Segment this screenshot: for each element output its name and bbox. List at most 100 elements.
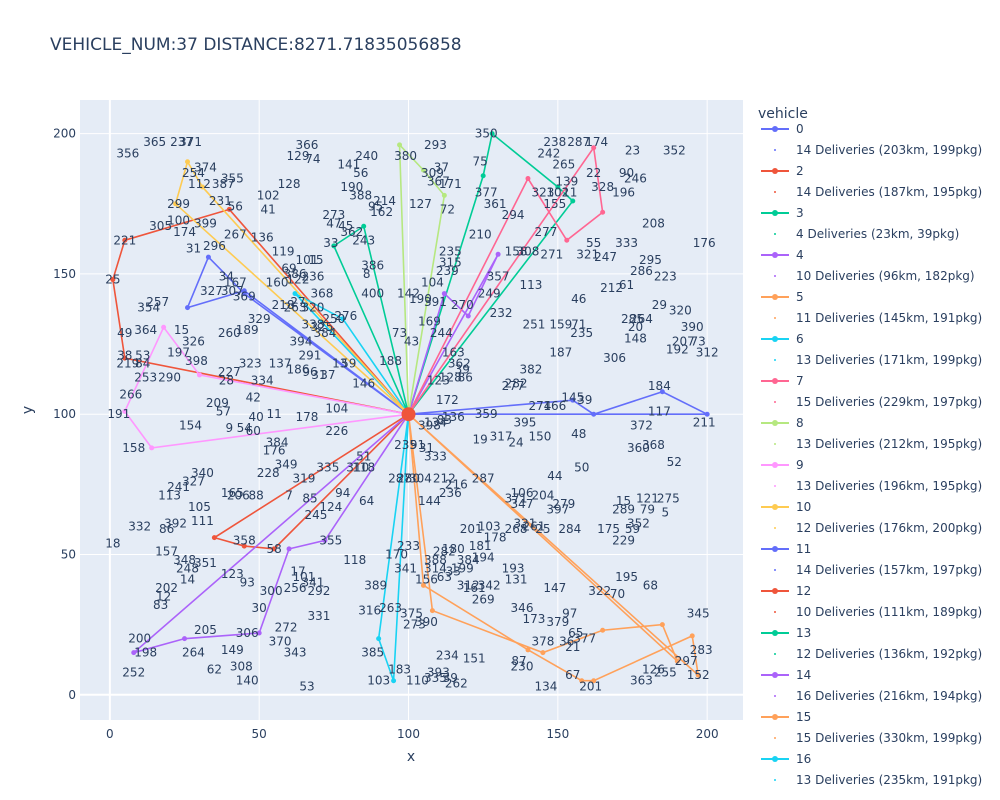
legend-entry-vehicle[interactable]: 13: [796, 626, 811, 640]
legend-entry-description[interactable]: 14 Deliveries (157km, 197pkg): [796, 563, 982, 577]
legend-entry-vehicle[interactable]: 16: [796, 752, 811, 766]
depot-marker[interactable]: [401, 407, 416, 422]
route-point[interactable]: [689, 633, 695, 639]
route-point[interactable]: [340, 316, 346, 322]
route-point[interactable]: [695, 672, 701, 678]
route-point[interactable]: [185, 159, 191, 165]
route-point[interactable]: [495, 251, 501, 257]
route-point[interactable]: [110, 277, 116, 283]
route-line-vehicle-0[interactable]: [186, 255, 409, 415]
legend-entry-vehicle[interactable]: 10: [796, 500, 811, 514]
route-point[interactable]: [173, 201, 179, 207]
legend-entry-vehicle[interactable]: 6: [796, 332, 804, 346]
route-point[interactable]: [182, 636, 188, 642]
route-point[interactable]: [525, 647, 531, 653]
route-point[interactable]: [465, 313, 471, 319]
route-point[interactable]: [292, 291, 298, 297]
route-point[interactable]: [199, 184, 205, 190]
route-point[interactable]: [397, 142, 403, 148]
route-point[interactable]: [674, 658, 680, 664]
route-point[interactable]: [570, 397, 576, 403]
legend-entry-description[interactable]: 12 Deliveries (136km, 192pkg): [796, 647, 982, 661]
route-point[interactable]: [570, 198, 576, 204]
legend-entry-vehicle[interactable]: 5: [796, 290, 804, 304]
legend-entry-description[interactable]: 13 Deliveries (196km, 195pkg): [796, 479, 982, 493]
legend-entry-vehicle[interactable]: 7: [796, 374, 804, 388]
legend-entry-description[interactable]: 12 Deliveries (176km, 200pkg): [796, 521, 982, 535]
route-point[interactable]: [241, 543, 247, 549]
legend-entry-vehicle[interactable]: 3: [796, 206, 804, 220]
legend-entry-vehicle[interactable]: 15: [796, 710, 811, 724]
route-point[interactable]: [205, 254, 211, 260]
legend-entry-description[interactable]: 15 Deliveries (330km, 199pkg): [796, 731, 982, 745]
route-line-vehicle-9[interactable]: [123, 325, 409, 449]
legend-entry-description[interactable]: 15 Deliveries (229km, 197pkg): [796, 395, 982, 409]
route-point[interactable]: [441, 291, 447, 297]
legend-entry-vehicle[interactable]: 2: [796, 164, 804, 178]
route-line-vehicle-11[interactable]: [408, 390, 708, 416]
route-point[interactable]: [591, 411, 597, 417]
route-point[interactable]: [591, 678, 597, 684]
route-point[interactable]: [591, 145, 597, 151]
route-point[interactable]: [322, 537, 328, 543]
legend-entry-description[interactable]: 10 Deliveries (96km, 182pkg): [796, 269, 975, 283]
legend-entry-description[interactable]: 11 Deliveries (145km, 191pkg): [796, 311, 982, 325]
route-point[interactable]: [185, 305, 191, 311]
route-point[interactable]: [525, 176, 531, 182]
route-point[interactable]: [161, 324, 167, 330]
route-point[interactable]: [480, 173, 486, 179]
legend-entry-description[interactable]: 10 Deliveries (111km, 189pkg): [796, 605, 982, 619]
route-line-vehicle-7[interactable]: [407, 145, 604, 415]
route-point[interactable]: [149, 445, 155, 451]
legend-entry-vehicle[interactable]: 8: [796, 416, 804, 430]
route-line-vehicle-2[interactable]: [112, 208, 410, 415]
legend-entry-vehicle[interactable]: 12: [796, 584, 811, 598]
route-point[interactable]: [441, 192, 447, 198]
legend-entry-vehicle[interactable]: 11: [796, 542, 811, 556]
route-point[interactable]: [271, 546, 277, 552]
route-line-vehicle-3[interactable]: [407, 132, 574, 415]
route-point[interactable]: [489, 131, 495, 137]
legend-entry-vehicle[interactable]: 9: [796, 458, 804, 472]
route-point[interactable]: [361, 223, 367, 229]
route-point[interactable]: [376, 636, 382, 642]
route-point[interactable]: [579, 678, 585, 684]
legend-entry-vehicle[interactable]: 0: [796, 122, 804, 136]
route-point[interactable]: [659, 622, 665, 628]
legend-entry-description[interactable]: 13 Deliveries (235km, 191pkg): [796, 773, 982, 787]
route-point[interactable]: [391, 678, 397, 684]
route-point[interactable]: [429, 608, 435, 614]
route-point[interactable]: [600, 209, 606, 215]
route-point[interactable]: [286, 546, 292, 552]
route-line-vehicle-13[interactable]: [332, 224, 410, 415]
route-point[interactable]: [704, 411, 710, 417]
route-point[interactable]: [122, 355, 128, 361]
legend-entry-description[interactable]: 14 Deliveries (203km, 199pkg): [796, 143, 982, 157]
route-point[interactable]: [122, 237, 128, 243]
route-point[interactable]: [331, 243, 337, 249]
legend-entry-description[interactable]: 4 Deliveries (23km, 39pkg): [796, 227, 959, 241]
route-point[interactable]: [600, 627, 606, 633]
legend-entry-description[interactable]: 13 Deliveries (212km, 195pkg): [796, 437, 982, 451]
route-point[interactable]: [564, 237, 570, 243]
route-point[interactable]: [420, 582, 426, 588]
legend-entry-vehicle[interactable]: 4: [796, 248, 804, 262]
route-point[interactable]: [420, 167, 426, 173]
route-point[interactable]: [659, 389, 665, 395]
route-point[interactable]: [555, 184, 561, 190]
route-point[interactable]: [540, 650, 546, 656]
legend-entry-description[interactable]: 16 Deliveries (216km, 194pkg): [796, 689, 982, 703]
legend-entry-vehicle[interactable]: 14: [796, 668, 811, 682]
route-line-vehicle-6[interactable]: [294, 292, 410, 415]
route-point[interactable]: [122, 408, 128, 414]
route-point[interactable]: [241, 288, 247, 294]
legend-entry-description[interactable]: 13 Deliveries (171km, 199pkg): [796, 353, 982, 367]
route-point[interactable]: [131, 650, 137, 656]
route-point[interactable]: [211, 535, 217, 541]
route-point[interactable]: [256, 630, 262, 636]
route-line-vehicle-16[interactable]: [377, 414, 410, 681]
route-point[interactable]: [226, 206, 232, 212]
route-point[interactable]: [196, 372, 202, 378]
legend-entry-description[interactable]: 14 Deliveries (187km, 195pkg): [796, 185, 982, 199]
route-line-vehicle-5[interactable]: [407, 413, 700, 682]
